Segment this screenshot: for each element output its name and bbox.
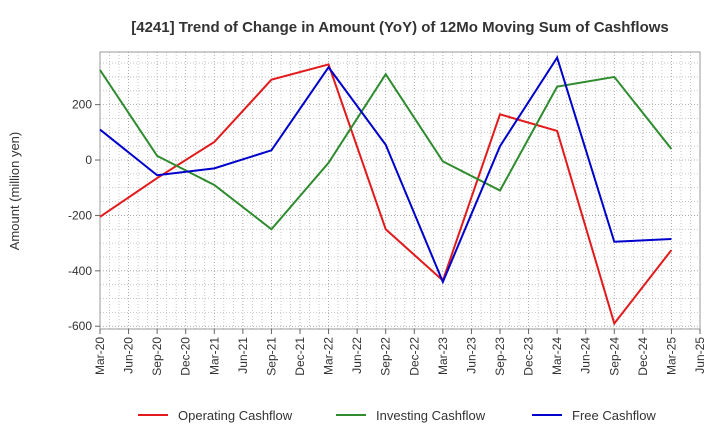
x-tick-label: Mar-24 bbox=[550, 337, 564, 375]
y-tick-label: -400 bbox=[68, 264, 92, 278]
x-tick-label: Dec-23 bbox=[522, 337, 536, 376]
x-tick-label: Jun-20 bbox=[122, 337, 136, 374]
legend-label: Operating Cashflow bbox=[178, 408, 293, 423]
x-tick-label: Jun-21 bbox=[236, 337, 250, 374]
y-tick-label: -200 bbox=[68, 208, 92, 222]
series-line-operating-cashflow bbox=[99, 63, 673, 326]
legend-label: Investing Cashflow bbox=[376, 408, 486, 423]
x-tick-label: Dec-21 bbox=[293, 337, 307, 376]
x-tick-label: Sep-23 bbox=[493, 337, 507, 376]
x-tick-label: Dec-20 bbox=[179, 337, 193, 376]
x-tick-label: Jun-22 bbox=[350, 337, 364, 374]
series-lines bbox=[99, 55, 673, 326]
x-tick-label: Dec-24 bbox=[636, 337, 650, 376]
chart-title: [4241] Trend of Change in Amount (YoY) o… bbox=[131, 19, 669, 36]
x-tick-label: Mar-23 bbox=[436, 337, 450, 375]
x-tick-label: Jun-23 bbox=[464, 337, 478, 374]
y-tick-label: 0 bbox=[85, 153, 92, 167]
x-tick-label: Dec-22 bbox=[407, 337, 421, 376]
y-axis-label: Amount (million yen) bbox=[7, 132, 22, 251]
series-line-investing-cashflow bbox=[99, 69, 673, 231]
plot-frame bbox=[99, 51, 701, 330]
legend-label: Free Cashflow bbox=[572, 408, 656, 423]
y-axis-ticks: -600 -400 -200 0 200 bbox=[68, 98, 100, 333]
x-tick-label: Sep-22 bbox=[379, 337, 393, 376]
x-tick-label: Mar-25 bbox=[664, 337, 678, 375]
x-tick-label: Mar-20 bbox=[93, 337, 107, 375]
y-tick-label: -600 bbox=[68, 319, 92, 333]
x-tick-label: Sep-21 bbox=[264, 337, 278, 376]
x-tick-label: Sep-24 bbox=[607, 337, 621, 376]
x-tick-label: Jun-24 bbox=[579, 337, 593, 374]
series-line-free-cashflow bbox=[99, 55, 672, 285]
x-axis-ticks: Mar-20 Jun-20 Sep-20 Dec-20 Mar-21 Jun-21 Sep-… bbox=[93, 329, 707, 376]
x-tick-label: Mar-22 bbox=[322, 337, 336, 375]
y-tick-label: 200 bbox=[72, 98, 92, 112]
x-tick-label: Sep-20 bbox=[150, 337, 164, 376]
x-tick-label: Mar-21 bbox=[207, 337, 221, 375]
x-tick-label: Jun-25 bbox=[693, 337, 707, 374]
legend: Operating Cashflow Investing Cashflow Free… bbox=[138, 408, 656, 423]
grid bbox=[100, 52, 700, 329]
